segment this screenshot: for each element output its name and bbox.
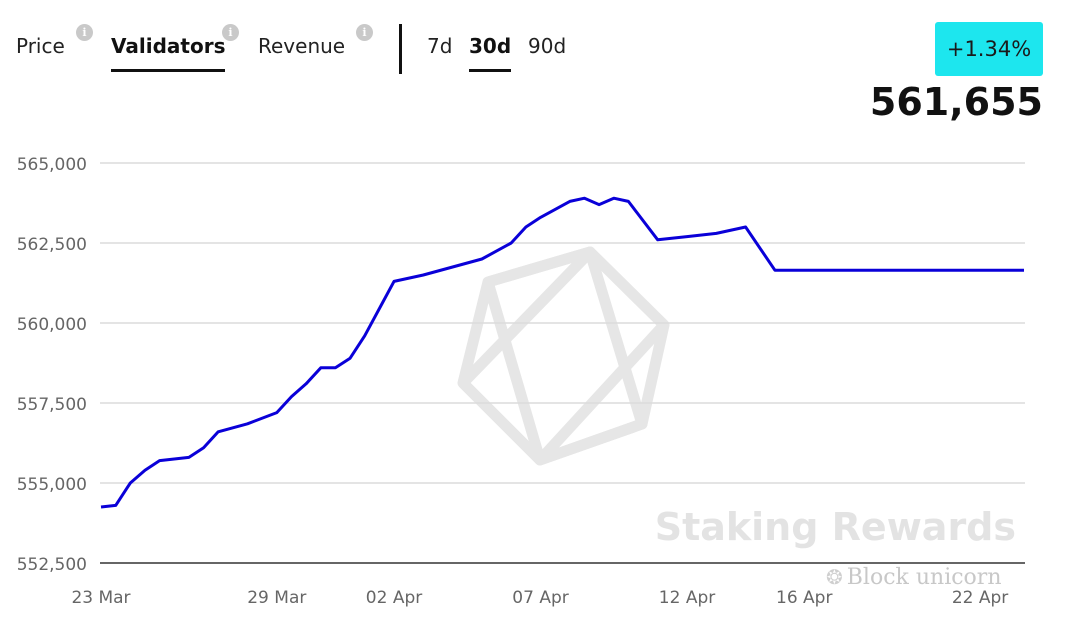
- y-tick-label: 562,500: [17, 235, 87, 255]
- current-value: 561,655: [869, 80, 1043, 124]
- chart-watermark-text: Staking Rewards: [655, 505, 1016, 549]
- source-watermark: ❂ Block unicorn: [826, 565, 1002, 590]
- x-tick-label: 16 Apr: [776, 588, 832, 608]
- price-info-icon[interactable]: i: [76, 24, 93, 41]
- tab-divider: [399, 24, 402, 74]
- y-tick-label: 557,500: [17, 395, 87, 415]
- tab-revenue[interactable]: Revenue: [258, 34, 346, 58]
- chart-watermark-logo: [457, 246, 670, 466]
- y-tick-label: 560,000: [17, 315, 87, 335]
- range-90d[interactable]: 90d: [528, 34, 567, 58]
- y-tick-label: 565,000: [17, 155, 87, 175]
- x-tick-label: 23 Mar: [71, 588, 130, 608]
- wechat-icon: ❂: [826, 565, 843, 589]
- range-30d[interactable]: 30d: [469, 34, 512, 72]
- x-tick-label: 12 Apr: [659, 588, 715, 608]
- x-tick-label: 29 Mar: [247, 588, 306, 608]
- validators-series-line: [100, 196, 1024, 509]
- x-tick-label: 07 Apr: [512, 588, 568, 608]
- source-watermark-text: Block unicorn: [846, 565, 1002, 590]
- y-tick-label: 555,000: [17, 475, 87, 495]
- change-badge: +1.34%: [935, 22, 1043, 76]
- revenue-info-icon[interactable]: i: [356, 24, 373, 41]
- tab-validators[interactable]: Validators: [111, 34, 226, 72]
- validators-info-icon[interactable]: i: [222, 24, 239, 41]
- x-tick-label: 22 Apr: [952, 588, 1008, 608]
- y-tick-label: 552,500: [17, 555, 87, 575]
- validators-chart: Staking Rewards 552,500 555,000 557,500 560…: [17, 155, 1025, 608]
- tab-price[interactable]: Price: [16, 34, 65, 58]
- x-tick-label: 02 Apr: [366, 588, 422, 608]
- range-7d[interactable]: 7d: [427, 34, 453, 58]
